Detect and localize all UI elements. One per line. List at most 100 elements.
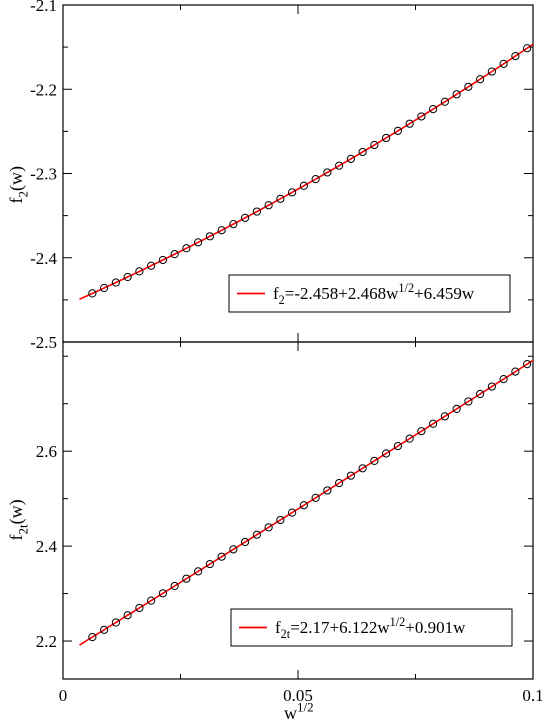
data-point bbox=[170, 581, 179, 591]
data-point bbox=[123, 272, 132, 282]
data-point bbox=[323, 168, 332, 177]
data-point bbox=[158, 255, 167, 265]
data-point bbox=[147, 261, 156, 270]
data-point bbox=[229, 219, 238, 229]
y-axis-label: f2(w) bbox=[6, 166, 30, 203]
data-point bbox=[464, 82, 473, 91]
data-point bbox=[511, 51, 520, 61]
data-point bbox=[288, 188, 297, 197]
data-point bbox=[123, 611, 132, 620]
data-point bbox=[100, 625, 109, 634]
data-point bbox=[358, 464, 367, 473]
data-point bbox=[487, 67, 496, 76]
data-point bbox=[194, 567, 203, 576]
data-point bbox=[523, 44, 532, 53]
data-point bbox=[417, 427, 426, 436]
data-point bbox=[194, 238, 203, 247]
data-point bbox=[452, 90, 461, 99]
data-point bbox=[499, 374, 508, 384]
data-point bbox=[252, 207, 261, 216]
y-axis-label-text: f2(w) bbox=[6, 166, 30, 203]
data-point bbox=[476, 389, 485, 399]
data-point bbox=[382, 449, 391, 458]
data-point bbox=[252, 530, 261, 539]
y-tick-label: -2.2 bbox=[30, 80, 57, 99]
data-points bbox=[88, 360, 532, 642]
x-axis-label: w1/2 bbox=[284, 699, 314, 722]
data-point bbox=[440, 412, 449, 421]
legend-box bbox=[228, 274, 511, 313]
x-tick-label: 0 bbox=[59, 686, 68, 705]
data-point bbox=[323, 486, 332, 495]
x-tick-label: 0.1 bbox=[522, 686, 543, 705]
y-axis-label-text: f2t(w) bbox=[6, 499, 30, 540]
y-tick-label: 2.4 bbox=[36, 537, 58, 556]
data-point bbox=[335, 161, 344, 170]
legend-label: f2t=2.17+6.122w1/2+0.901w bbox=[275, 615, 466, 641]
y-tick-label: -2.3 bbox=[30, 165, 57, 184]
data-point bbox=[135, 267, 144, 276]
data-point bbox=[523, 360, 532, 369]
data-point bbox=[511, 367, 520, 376]
data-point bbox=[88, 632, 97, 642]
data-point bbox=[346, 154, 355, 163]
data-point bbox=[452, 404, 461, 414]
data-point bbox=[217, 226, 226, 235]
data-points bbox=[88, 44, 532, 298]
data-point bbox=[440, 97, 449, 106]
data-point bbox=[276, 194, 285, 203]
legend: f2=-2.458+2.468w1/2+6.459w bbox=[228, 274, 511, 313]
data-point bbox=[311, 175, 320, 184]
data-point bbox=[370, 456, 379, 465]
data-point bbox=[429, 105, 438, 114]
data-point bbox=[393, 441, 402, 451]
top-panel: -2.1 -2.2 -2.3 -2.4 -2.5 f2(w) f2=-2.458+2.468… bbox=[6, 0, 534, 352]
data-point bbox=[241, 537, 250, 547]
y-axis-label: f2t(w) bbox=[6, 499, 30, 540]
data-point bbox=[393, 126, 402, 135]
data-point bbox=[88, 289, 97, 298]
data-point bbox=[311, 493, 320, 502]
data-point bbox=[464, 397, 473, 406]
data-point bbox=[158, 589, 167, 598]
data-point bbox=[135, 603, 144, 613]
data-point bbox=[276, 515, 285, 525]
data-point bbox=[205, 232, 214, 241]
data-point bbox=[335, 478, 344, 488]
data-point bbox=[147, 596, 156, 605]
data-point bbox=[405, 434, 414, 443]
y-tick-label: -2.1 bbox=[30, 0, 57, 15]
data-point bbox=[487, 382, 496, 391]
data-point bbox=[111, 278, 120, 287]
y-tick-label: -2.5 bbox=[30, 333, 57, 352]
data-point bbox=[205, 559, 214, 569]
bottom-panel: 2.2 2.4 2.6 0 0.05 0.1 f2t(w) f2t=2.17+6.122w1/… bbox=[6, 341, 544, 722]
data-point bbox=[264, 523, 273, 532]
data-point bbox=[111, 618, 120, 627]
fit-line bbox=[79, 359, 534, 646]
data-point bbox=[100, 283, 109, 293]
data-point bbox=[288, 508, 297, 517]
data-point bbox=[405, 119, 414, 128]
data-point bbox=[229, 545, 238, 554]
data-point bbox=[299, 501, 308, 510]
data-point bbox=[299, 181, 308, 190]
y-tick-label: 2.2 bbox=[36, 632, 57, 651]
data-point bbox=[346, 471, 355, 480]
data-point bbox=[182, 244, 191, 253]
data-point bbox=[217, 552, 226, 561]
y-tick-label: 2.6 bbox=[36, 442, 57, 461]
y-tick-label: -2.4 bbox=[30, 249, 57, 268]
data-point bbox=[476, 75, 485, 84]
data-point bbox=[370, 140, 379, 150]
data-point bbox=[358, 147, 367, 157]
x-tick-label: 0.05 bbox=[283, 686, 313, 705]
data-point bbox=[499, 59, 508, 68]
data-point bbox=[170, 250, 179, 259]
data-point bbox=[241, 213, 250, 222]
data-point bbox=[182, 574, 191, 583]
data-point bbox=[382, 133, 391, 143]
legend-box bbox=[230, 608, 513, 647]
legend-label: f2=-2.458+2.468w1/2+6.459w bbox=[273, 281, 475, 307]
